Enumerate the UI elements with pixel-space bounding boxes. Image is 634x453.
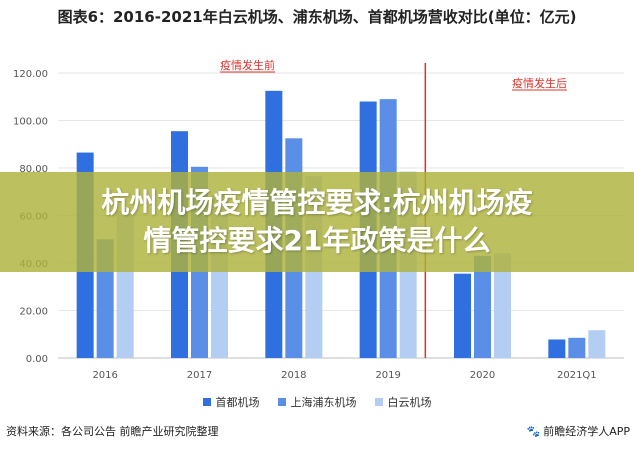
banner-line-2: 情管控要求21年政策是什么 xyxy=(143,224,491,257)
y-tick-label: 0.00 xyxy=(26,354,48,365)
annotation-after-pandemic: 疫情发生后 xyxy=(512,76,567,90)
legend-label-pudong: 上海浦东机场 xyxy=(290,396,357,409)
paw-icon: 🐾 xyxy=(526,425,541,438)
bar[interactable] xyxy=(568,337,586,358)
legend-swatch-capital xyxy=(202,398,211,406)
bar[interactable] xyxy=(494,253,511,359)
legend: 首都机场 上海浦东机场 白云机场 xyxy=(0,394,634,410)
bar[interactable] xyxy=(454,273,471,358)
x-tick-label: 2020 xyxy=(470,370,495,381)
legend-swatch-baiyun xyxy=(374,398,383,406)
bar[interactable] xyxy=(588,330,606,358)
legend-item-pudong[interactable]: 上海浦东机场 xyxy=(277,394,357,410)
bar[interactable] xyxy=(548,339,566,358)
footer-source: 资料来源：各公司公告 前瞻产业研究院整理 xyxy=(6,425,219,438)
banner-line-1: 杭州机场疫情管控要求:杭州机场疫 xyxy=(101,186,533,219)
legend-item-capital[interactable]: 首都机场 xyxy=(202,394,260,410)
bar[interactable] xyxy=(474,255,491,358)
legend-swatch-pudong xyxy=(277,398,286,406)
legend-label-baiyun: 白云机场 xyxy=(387,396,432,409)
y-tick-label: 100.00 xyxy=(13,117,48,128)
y-tick-label: 20.00 xyxy=(19,307,48,318)
x-tick-label: 2019 xyxy=(375,370,400,381)
legend-item-baiyun[interactable]: 白云机场 xyxy=(374,394,432,410)
x-axis: 2016 2017 2018 2019 2020 2021Q1 xyxy=(92,370,596,381)
x-tick-label: 2021Q1 xyxy=(557,370,597,381)
x-tick-label: 2016 xyxy=(92,370,117,381)
chart-title: 图表6：2016-2021年白云机场、浦东机场、首都机场营收对比(单位：亿元) xyxy=(57,8,577,26)
y-tick-label: 120.00 xyxy=(13,69,48,80)
x-tick-label: 2018 xyxy=(281,370,306,381)
overlay-banner: 杭州机场疫情管控要求:杭州机场疫 情管控要求21年政策是什么 xyxy=(0,172,634,272)
footer-brand[interactable]: 🐾 前瞻经济学人APP xyxy=(527,423,631,439)
x-tick-label: 2017 xyxy=(187,370,212,381)
legend-label-capital: 首都机场 xyxy=(215,396,260,409)
footer-brand-label: 前瞻经济学人APP xyxy=(543,425,630,438)
y-tick-label: 80.00 xyxy=(19,164,48,175)
annotation-before-pandemic: 疫情发生前 xyxy=(220,58,275,72)
banner-text: 杭州机场疫情管控要求:杭州机场疫 情管控要求21年政策是什么 xyxy=(37,184,597,260)
